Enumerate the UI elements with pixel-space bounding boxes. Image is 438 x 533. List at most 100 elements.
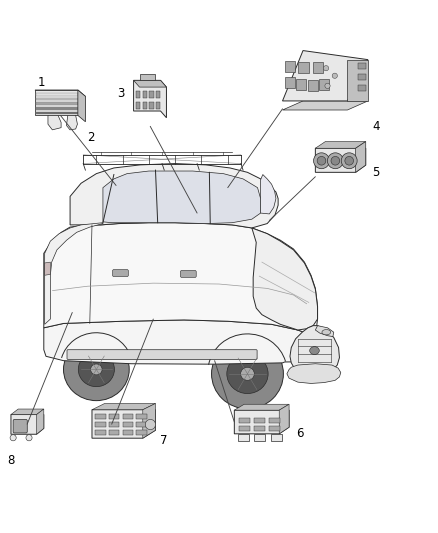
- FancyBboxPatch shape: [95, 422, 106, 427]
- Ellipse shape: [64, 338, 129, 401]
- FancyBboxPatch shape: [358, 63, 366, 69]
- Ellipse shape: [310, 346, 319, 354]
- Circle shape: [26, 435, 32, 441]
- Polygon shape: [11, 415, 44, 434]
- FancyBboxPatch shape: [358, 85, 366, 91]
- Polygon shape: [290, 326, 339, 375]
- FancyBboxPatch shape: [109, 430, 119, 435]
- Circle shape: [323, 66, 328, 71]
- Polygon shape: [92, 410, 155, 438]
- FancyBboxPatch shape: [109, 414, 119, 419]
- Polygon shape: [11, 409, 44, 415]
- Circle shape: [341, 153, 357, 169]
- FancyBboxPatch shape: [109, 422, 119, 427]
- Ellipse shape: [227, 354, 268, 393]
- Polygon shape: [252, 228, 318, 330]
- Polygon shape: [78, 90, 85, 122]
- Polygon shape: [234, 404, 289, 410]
- FancyBboxPatch shape: [136, 102, 141, 109]
- FancyBboxPatch shape: [149, 91, 154, 98]
- Polygon shape: [134, 80, 166, 87]
- FancyBboxPatch shape: [36, 102, 78, 105]
- FancyBboxPatch shape: [238, 434, 249, 441]
- Polygon shape: [48, 115, 61, 130]
- FancyBboxPatch shape: [143, 102, 147, 109]
- FancyBboxPatch shape: [271, 434, 282, 441]
- Ellipse shape: [91, 364, 102, 375]
- Polygon shape: [143, 403, 155, 438]
- Circle shape: [317, 156, 326, 165]
- FancyBboxPatch shape: [319, 79, 329, 90]
- FancyBboxPatch shape: [123, 430, 133, 435]
- FancyBboxPatch shape: [140, 74, 155, 80]
- Polygon shape: [103, 171, 261, 223]
- Text: 2: 2: [88, 131, 95, 144]
- FancyBboxPatch shape: [13, 419, 27, 433]
- Circle shape: [314, 153, 329, 169]
- FancyBboxPatch shape: [36, 111, 78, 114]
- FancyBboxPatch shape: [67, 350, 257, 359]
- Circle shape: [325, 83, 330, 88]
- Polygon shape: [287, 364, 341, 383]
- Circle shape: [345, 156, 353, 165]
- Polygon shape: [45, 262, 50, 275]
- FancyBboxPatch shape: [269, 426, 280, 431]
- Polygon shape: [234, 410, 289, 434]
- Polygon shape: [35, 90, 85, 96]
- FancyBboxPatch shape: [285, 77, 295, 88]
- Polygon shape: [45, 223, 103, 324]
- FancyBboxPatch shape: [239, 418, 250, 423]
- FancyBboxPatch shape: [156, 91, 160, 98]
- FancyBboxPatch shape: [156, 102, 160, 109]
- FancyBboxPatch shape: [95, 414, 106, 419]
- Text: 3: 3: [117, 87, 125, 100]
- FancyBboxPatch shape: [313, 62, 323, 73]
- Text: 8: 8: [7, 454, 14, 467]
- Text: 6: 6: [296, 427, 303, 440]
- Polygon shape: [44, 320, 337, 364]
- Polygon shape: [315, 148, 366, 172]
- FancyBboxPatch shape: [298, 62, 309, 73]
- FancyBboxPatch shape: [137, 414, 147, 419]
- FancyBboxPatch shape: [285, 61, 295, 72]
- FancyBboxPatch shape: [254, 434, 265, 441]
- Polygon shape: [315, 141, 366, 148]
- Polygon shape: [44, 223, 318, 336]
- Polygon shape: [261, 174, 276, 214]
- Ellipse shape: [240, 367, 254, 380]
- FancyBboxPatch shape: [239, 426, 250, 431]
- FancyBboxPatch shape: [143, 91, 147, 98]
- FancyBboxPatch shape: [95, 430, 106, 435]
- Polygon shape: [356, 141, 366, 172]
- Circle shape: [145, 419, 155, 430]
- FancyBboxPatch shape: [296, 79, 306, 90]
- FancyBboxPatch shape: [123, 422, 133, 427]
- Circle shape: [327, 153, 343, 169]
- Polygon shape: [134, 80, 166, 118]
- FancyBboxPatch shape: [36, 93, 78, 95]
- Text: 5: 5: [372, 166, 380, 179]
- FancyBboxPatch shape: [136, 91, 141, 98]
- Polygon shape: [347, 60, 368, 101]
- Circle shape: [332, 73, 337, 78]
- FancyBboxPatch shape: [254, 426, 265, 431]
- Polygon shape: [279, 404, 289, 434]
- Polygon shape: [92, 403, 155, 410]
- Ellipse shape: [212, 339, 283, 409]
- FancyBboxPatch shape: [137, 422, 147, 427]
- Text: 7: 7: [160, 434, 167, 447]
- Text: 1: 1: [38, 76, 46, 89]
- Polygon shape: [70, 164, 278, 228]
- Polygon shape: [67, 115, 78, 130]
- Polygon shape: [283, 101, 368, 110]
- FancyBboxPatch shape: [254, 418, 265, 423]
- FancyBboxPatch shape: [149, 102, 154, 109]
- FancyBboxPatch shape: [269, 418, 280, 423]
- FancyBboxPatch shape: [113, 270, 128, 277]
- Ellipse shape: [78, 352, 114, 386]
- Circle shape: [10, 435, 16, 441]
- FancyBboxPatch shape: [36, 107, 78, 109]
- Polygon shape: [283, 51, 368, 101]
- FancyBboxPatch shape: [308, 80, 318, 91]
- Polygon shape: [36, 409, 44, 434]
